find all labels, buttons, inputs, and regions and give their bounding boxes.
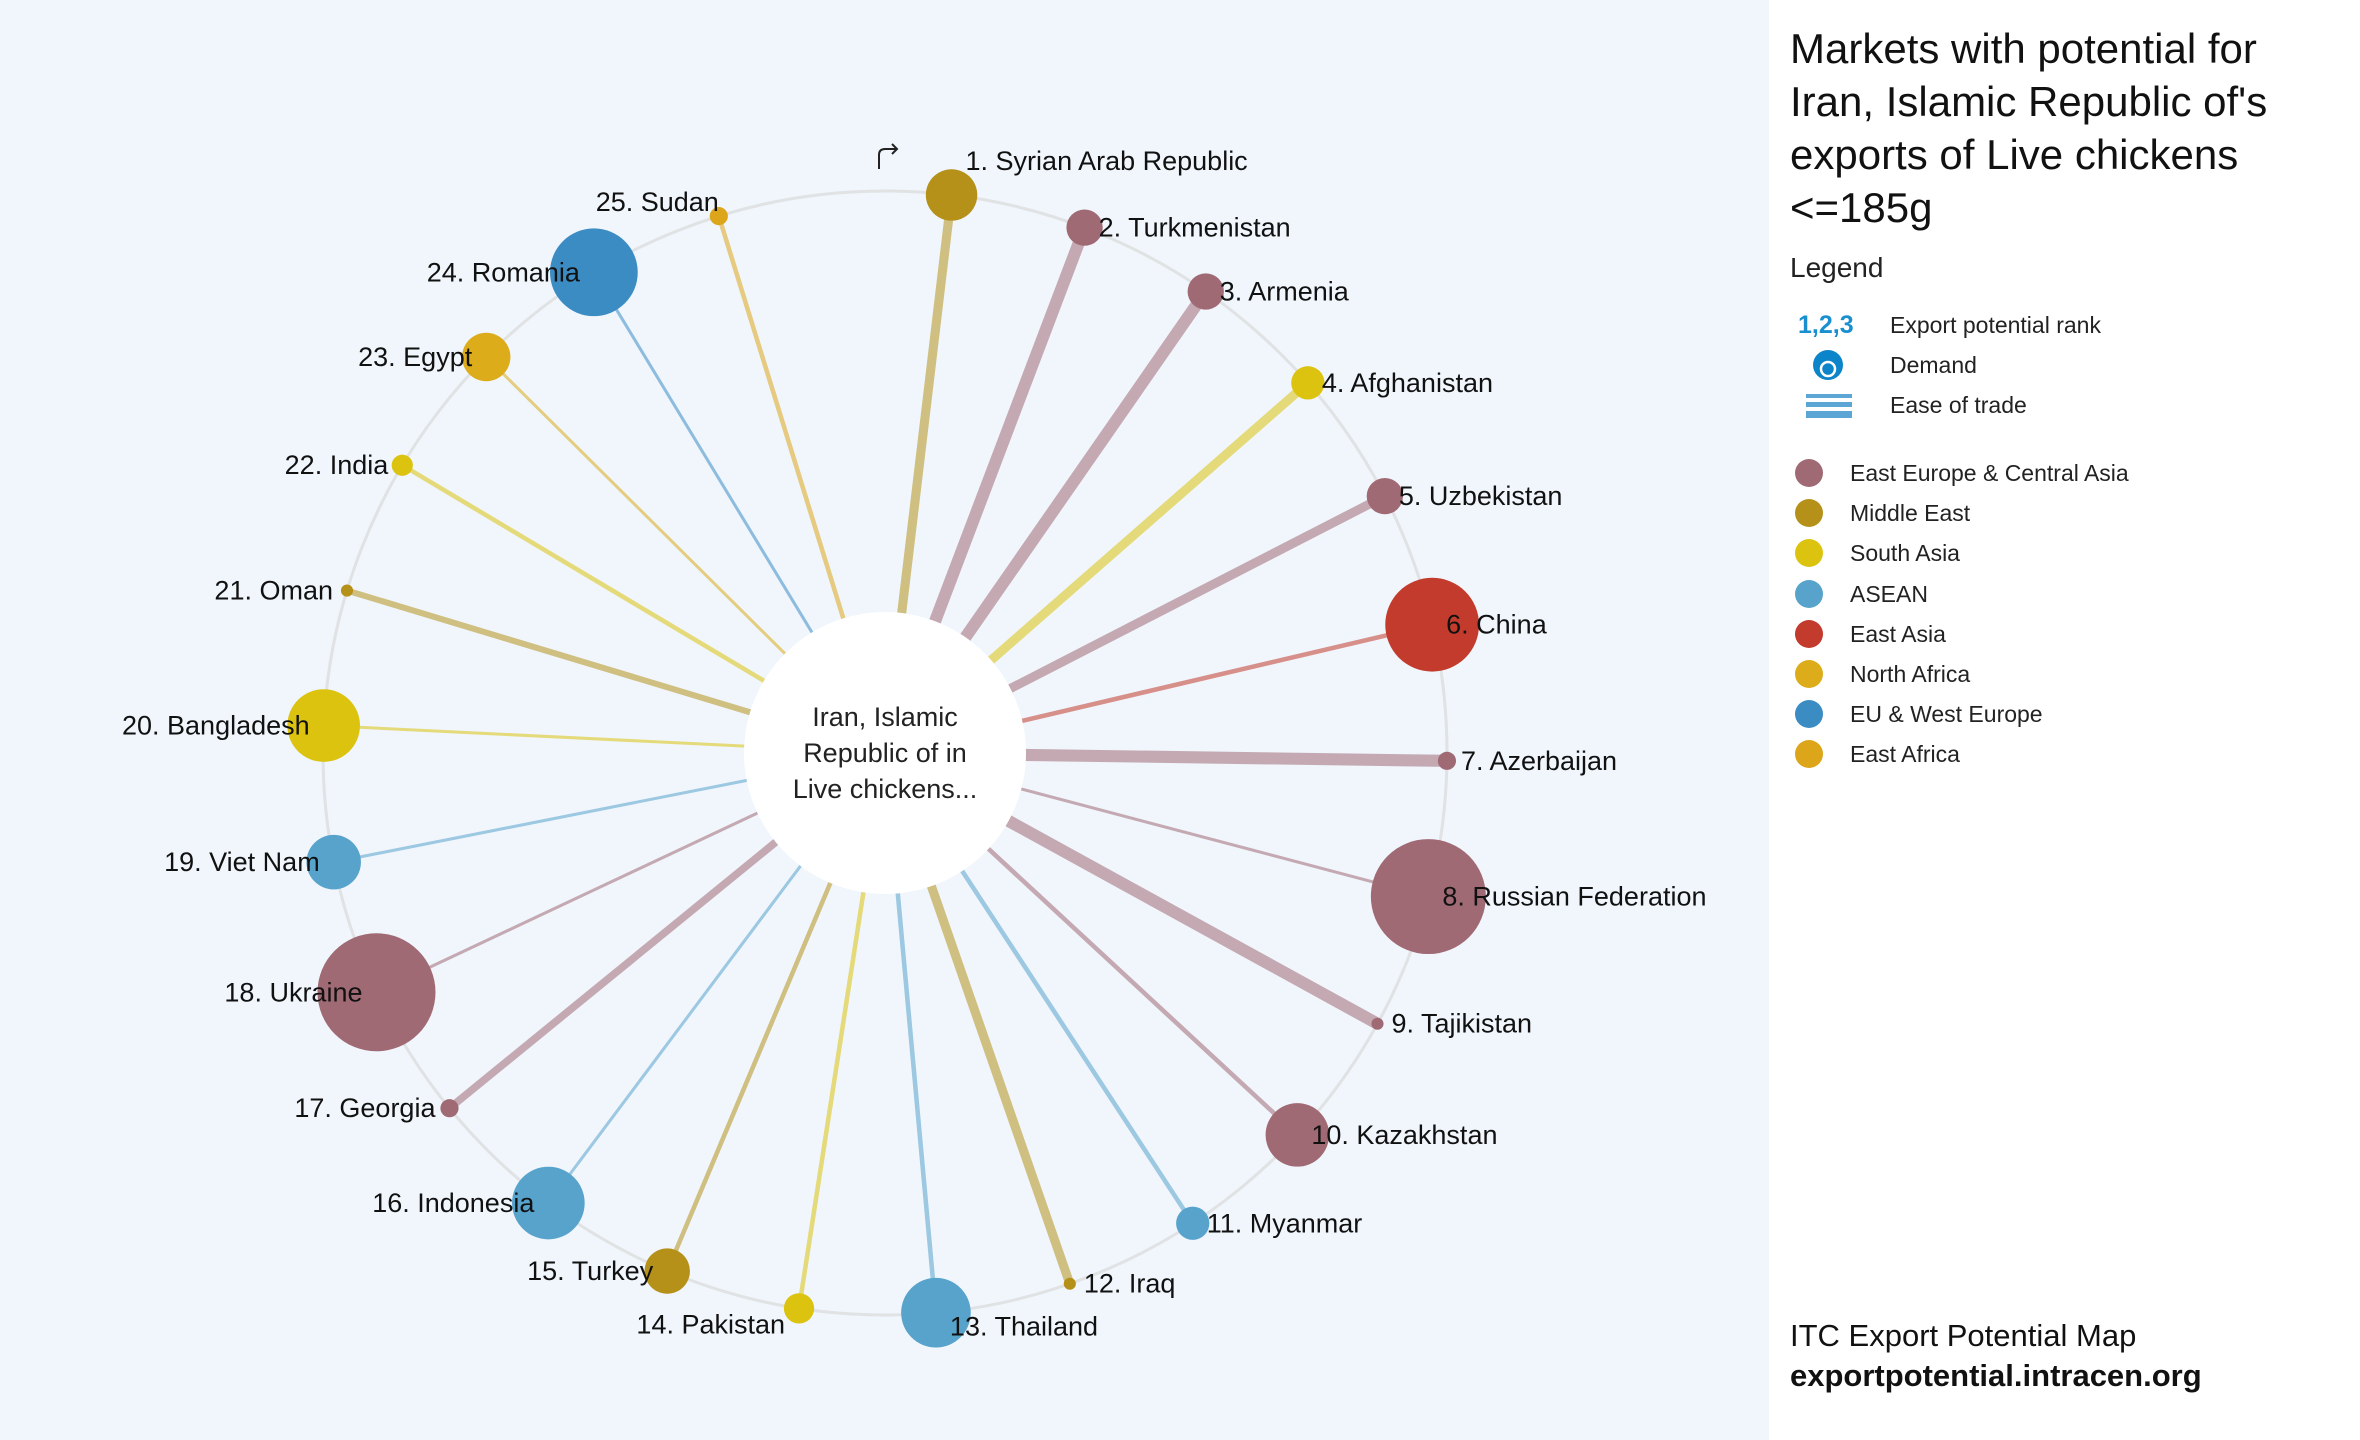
legend-ease-label: Ease of trade	[1890, 391, 2027, 418]
market-node[interactable]	[1291, 366, 1325, 400]
legend-rank-label: Export potential rank	[1890, 311, 2101, 338]
market-node[interactable]	[1437, 751, 1457, 770]
market-label[interactable]: 23. Egypt	[358, 342, 473, 372]
market-label[interactable]: 16. Indonesia	[372, 1188, 535, 1218]
market-node[interactable]	[901, 1277, 971, 1348]
market-node[interactable]	[549, 228, 638, 317]
market-label[interactable]: 21. Oman	[214, 576, 333, 606]
market-node[interactable]	[1063, 1277, 1076, 1290]
legend-heading: Legend	[1790, 252, 1884, 283]
market-label[interactable]: 19. Viet Nam	[164, 847, 320, 877]
market-node[interactable]	[1385, 577, 1480, 672]
market-label[interactable]: 1. Syrian Arab Republic	[966, 146, 1248, 176]
center-label-line1: Iran, Islamic	[812, 702, 958, 732]
market-node[interactable]	[391, 454, 413, 476]
region-color-dot	[1795, 579, 1823, 608]
market-label[interactable]: 6. China	[1446, 610, 1548, 640]
region-label: East Africa	[1850, 741, 1960, 768]
market-node[interactable]	[1366, 477, 1404, 515]
region-label: North Africa	[1850, 661, 1971, 687]
region-label: EU & West Europe	[1850, 701, 2043, 728]
market-node[interactable]	[925, 169, 978, 221]
rotate-arrow-icon[interactable]	[878, 143, 899, 169]
region-label: Middle East	[1850, 500, 1971, 527]
center-circle[interactable]	[744, 612, 1026, 894]
region-color-dot	[1795, 499, 1823, 528]
chart-area: Iran, Islamic Republic of in Live chicke…	[0, 0, 1769, 1440]
market-label[interactable]: 14. Pakistan	[636, 1309, 785, 1339]
market-label[interactable]: 3. Armenia	[1220, 277, 1350, 307]
market-node[interactable]	[1371, 1017, 1384, 1030]
market-label[interactable]: 17. Georgia	[294, 1093, 436, 1123]
market-node[interactable]	[306, 834, 361, 890]
region-color-dot	[1795, 660, 1823, 688]
market-label[interactable]: 13. Thailand	[950, 1312, 1098, 1342]
region-color-dot	[1795, 459, 1823, 487]
market-node[interactable]	[783, 1293, 815, 1324]
footer-title: ITC Export Potential Map	[1790, 1318, 2137, 1353]
market-label[interactable]: 10. Kazakhstan	[1311, 1120, 1497, 1150]
market-label[interactable]: 4. Afghanistan	[1322, 368, 1493, 398]
market-label[interactable]: 22. India	[285, 450, 390, 480]
radial-market-chart: Iran, Islamic Republic of in Live chicke…	[122, 143, 1707, 1348]
market-node[interactable]	[287, 689, 360, 762]
market-label[interactable]: 7. Azerbaijan	[1461, 746, 1617, 776]
region-label: South Asia	[1850, 540, 1960, 567]
region-color-dot	[1795, 700, 1823, 729]
market-label[interactable]: 15. Turkey	[527, 1256, 654, 1286]
region-color-dot	[1795, 539, 1823, 568]
market-label[interactable]: 18. Ukraine	[224, 977, 362, 1007]
panel-title: Markets with potential for Iran, Islamic…	[1790, 25, 2268, 231]
market-node[interactable]	[340, 584, 354, 597]
center-label-line3: Live chickens...	[793, 774, 978, 804]
market-node[interactable]	[317, 933, 436, 1052]
footer-url[interactable]: exportpotential.intracen.org	[1790, 1358, 2202, 1393]
market-label[interactable]: 25. Sudan	[596, 187, 719, 217]
market-label[interactable]: 2. Turkmenistan	[1099, 213, 1291, 243]
market-node[interactable]	[440, 1099, 459, 1118]
market-label[interactable]: 11. Myanmar	[1207, 1208, 1363, 1238]
market-node[interactable]	[512, 1166, 585, 1240]
market-node[interactable]	[1176, 1206, 1210, 1240]
market-node[interactable]	[709, 207, 728, 226]
market-label[interactable]: 20. Bangladesh	[122, 711, 310, 741]
region-label: East Europe & Central Asia	[1850, 460, 2129, 486]
market-label[interactable]: 5. Uzbekistan	[1399, 481, 1563, 511]
market-label[interactable]: 8. Russian Federation	[1442, 882, 1706, 912]
legend-demand-label: Demand	[1890, 351, 1977, 378]
region-label: East Asia	[1850, 620, 1946, 647]
market-label[interactable]: 12. Iraq	[1084, 1269, 1176, 1299]
region-label: ASEAN	[1850, 580, 1928, 607]
market-node[interactable]	[462, 332, 511, 382]
center-label-line2: Republic of in	[803, 738, 967, 768]
market-label[interactable]: 9. Tajikistan	[1391, 1009, 1532, 1039]
ease-of-trade-icon	[1806, 394, 1852, 418]
market-label[interactable]: 24. Romania	[427, 257, 581, 287]
market-node[interactable]	[1370, 839, 1486, 955]
region-color-dot	[1795, 619, 1823, 648]
market-node[interactable]	[1187, 273, 1224, 310]
market-node[interactable]	[1265, 1103, 1330, 1167]
demand-icon	[1813, 350, 1843, 380]
side-panel: Markets with potential for Iran, Islamic…	[1769, 0, 2360, 1440]
market-node[interactable]	[1066, 209, 1103, 246]
rank-icon: 1,2,3	[1798, 310, 1854, 339]
region-color-dot	[1795, 740, 1823, 769]
market-node[interactable]	[644, 1248, 690, 1294]
